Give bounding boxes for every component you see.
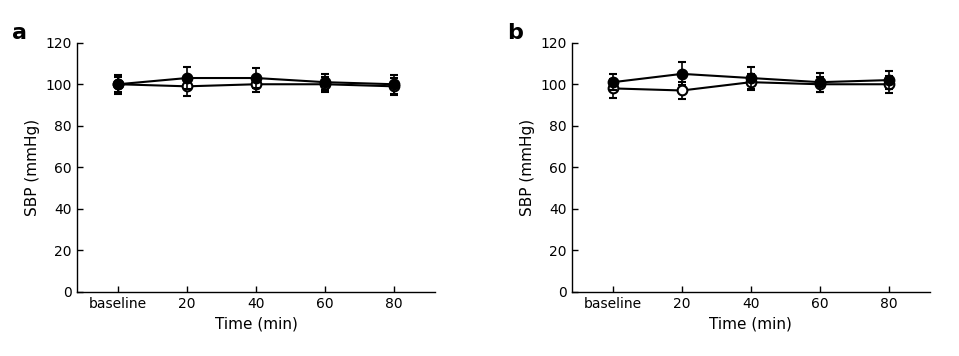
X-axis label: Time (min): Time (min) — [710, 316, 792, 331]
X-axis label: Time (min): Time (min) — [215, 316, 297, 331]
Y-axis label: SBP (mmHg): SBP (mmHg) — [520, 119, 535, 216]
Y-axis label: SBP (mmHg): SBP (mmHg) — [25, 119, 40, 216]
Text: b: b — [507, 23, 523, 43]
Text: a: a — [12, 23, 27, 43]
